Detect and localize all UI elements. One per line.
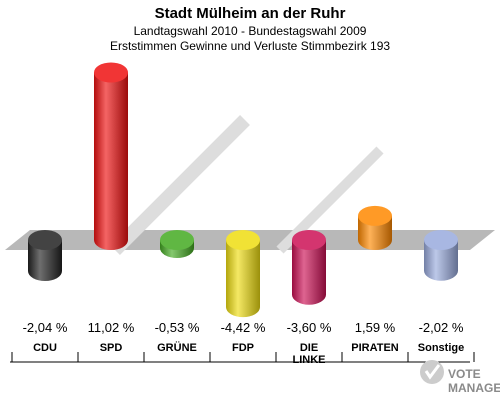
category-label: DIE [300,342,318,354]
checkmark-icon [420,360,444,384]
bar [424,230,458,281]
category-label: FDP [232,342,254,354]
category-label: GRÜNE [157,341,197,354]
data-label: 1,59 % [355,320,396,335]
data-label: -2,02 % [419,320,464,335]
bar [358,205,392,250]
data-label: -2,04 % [23,320,68,335]
data-label: -4,42 % [221,320,266,335]
bar [226,230,260,318]
category-label: Sonstige [418,342,464,354]
logo-text-vote: VOTE [448,367,481,381]
bar [160,230,194,259]
category-label: PIRATEN [351,342,399,354]
data-label: -3,60 % [287,320,332,335]
chart-title: Stadt Mülheim an der Ruhr [155,5,346,22]
vote-manager-logo: VOTE MANAGER [420,360,500,395]
bar [28,230,62,282]
grid-shadow [110,115,250,255]
chart-subtitle-1: Landtagswahl 2010 - Bundestagswahl 2009 [134,24,367,38]
logo-text-manager: MANAGER [448,381,500,395]
category-label: CDU [33,342,57,354]
bar [292,230,326,305]
data-label: 11,02 % [88,320,135,335]
chart-subtitle-2: Erststimmen Gewinne und Verluste Stimmbe… [110,39,390,53]
category-label: SPD [100,342,123,354]
bar [94,62,128,250]
data-label: -0,53 % [155,320,200,335]
category-label: LINKE [293,354,326,366]
